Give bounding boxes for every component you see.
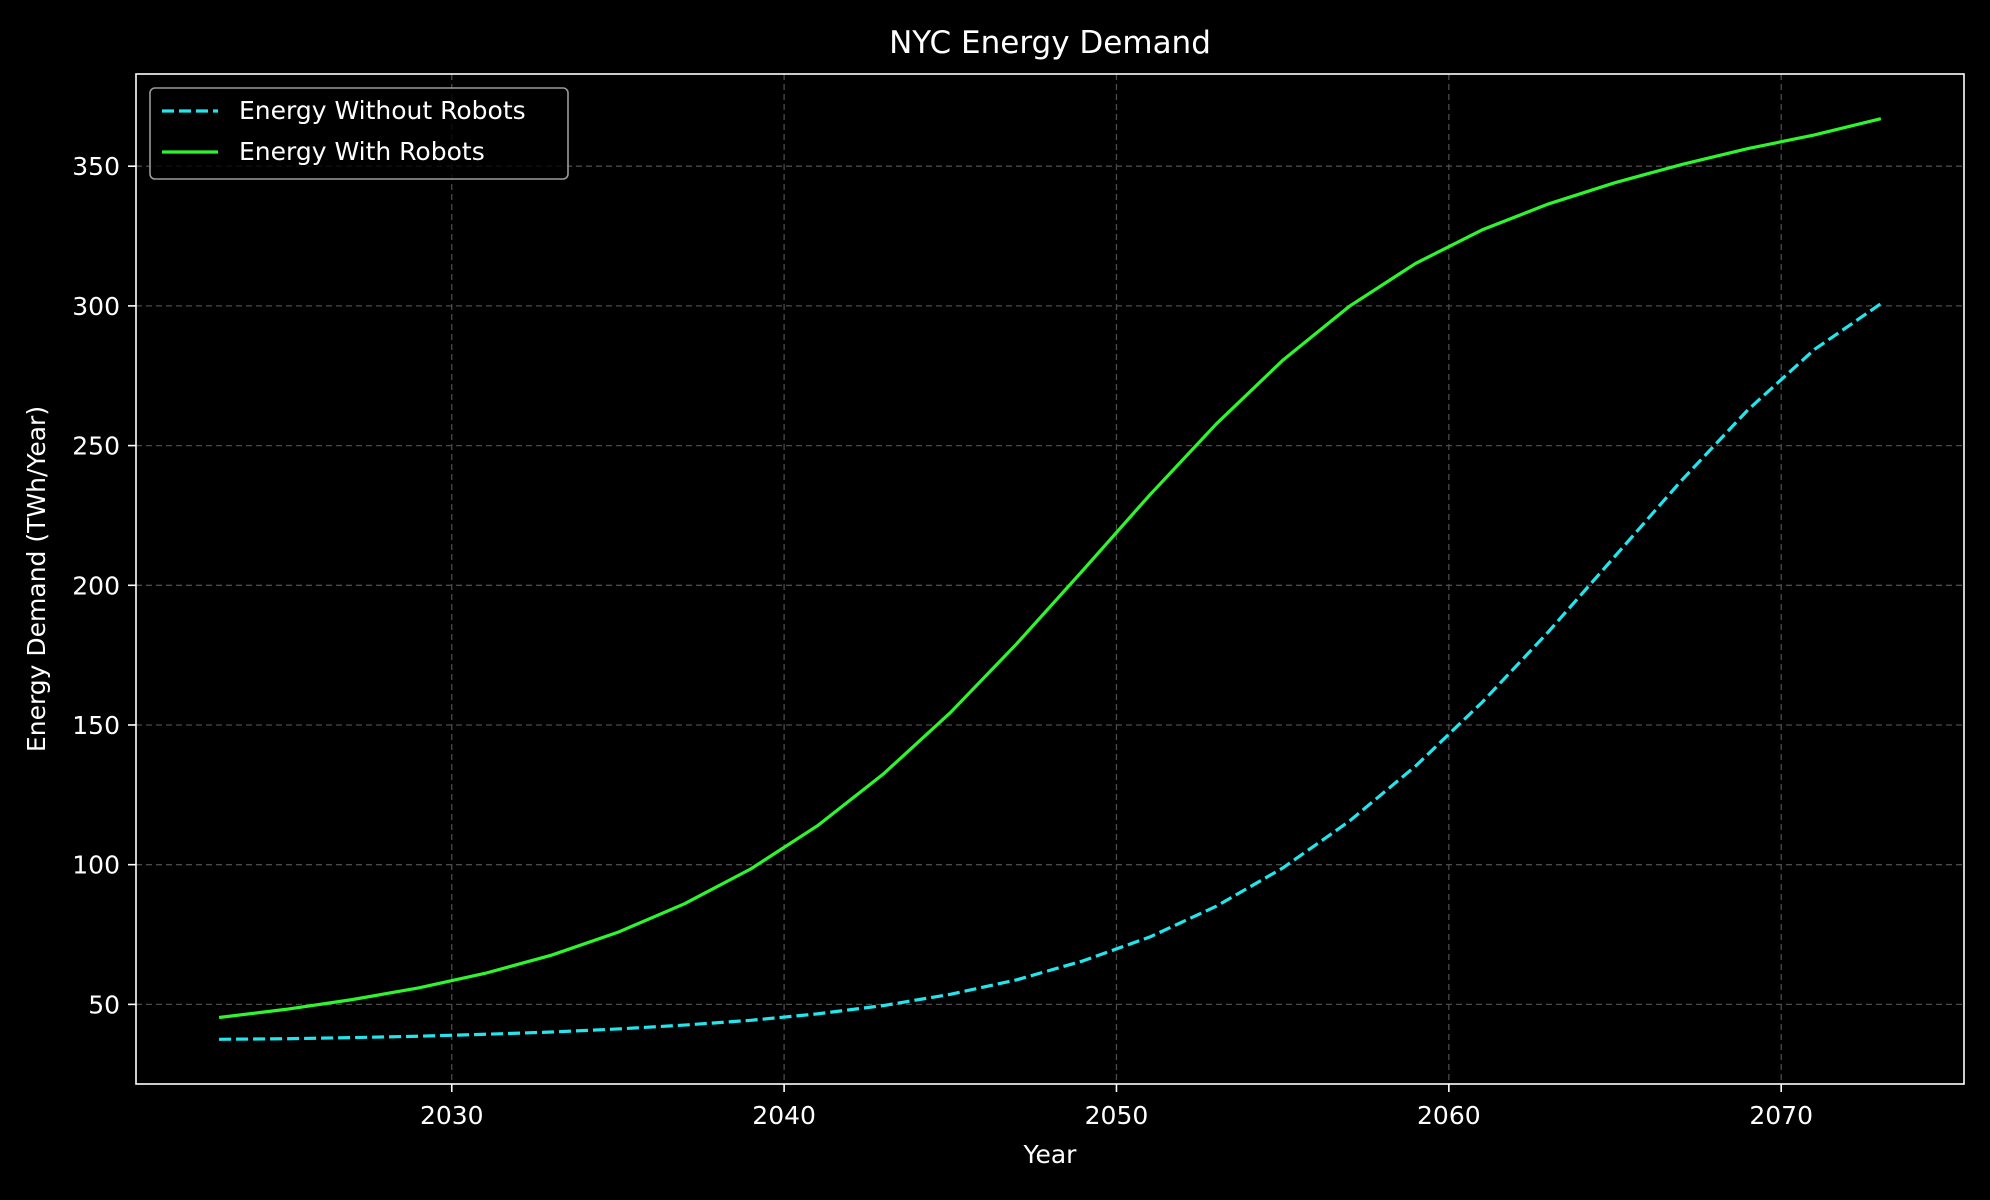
y-tick-label: 350 <box>72 152 120 181</box>
x-tick-label: 2030 <box>420 1101 484 1130</box>
axis-ticks: 2030 2040 2050 2060 2070 50 100 150 200 250 300 350 <box>72 152 1813 1130</box>
y-tick-label: 200 <box>72 571 120 600</box>
legend-label-energy-with-robots: Energy With Robots <box>239 137 485 166</box>
x-tick-label: 2040 <box>752 1101 816 1130</box>
y-tick-label: 50 <box>88 990 120 1019</box>
x-tick-label: 2060 <box>1417 1101 1481 1130</box>
legend: Energy Without Robots Energy With Robots <box>149 87 569 180</box>
plot-area-frame <box>135 73 1965 1085</box>
x-tick-label: 2070 <box>1749 1101 1813 1130</box>
x-tick-label: 2050 <box>1085 1101 1149 1130</box>
series-line-energy-with-robots <box>218 117 1882 1020</box>
x-axis-label: Year <box>1023 1140 1078 1169</box>
series-lines <box>218 117 1882 1041</box>
y-tick-label: 250 <box>72 432 120 461</box>
y-tick-label: 100 <box>72 851 120 880</box>
legend-label-energy-without-robots: Energy Without Robots <box>239 96 526 125</box>
y-tick-label: 150 <box>72 711 120 740</box>
y-axis-label: Energy Demand (TWh/Year) <box>22 406 51 752</box>
series-line-energy-without-robots <box>219 302 1882 1041</box>
grid-lines <box>136 74 1964 1084</box>
y-tick-label: 300 <box>72 292 120 321</box>
legend-box <box>149 87 569 180</box>
chart-title: NYC Energy Demand <box>889 25 1211 61</box>
